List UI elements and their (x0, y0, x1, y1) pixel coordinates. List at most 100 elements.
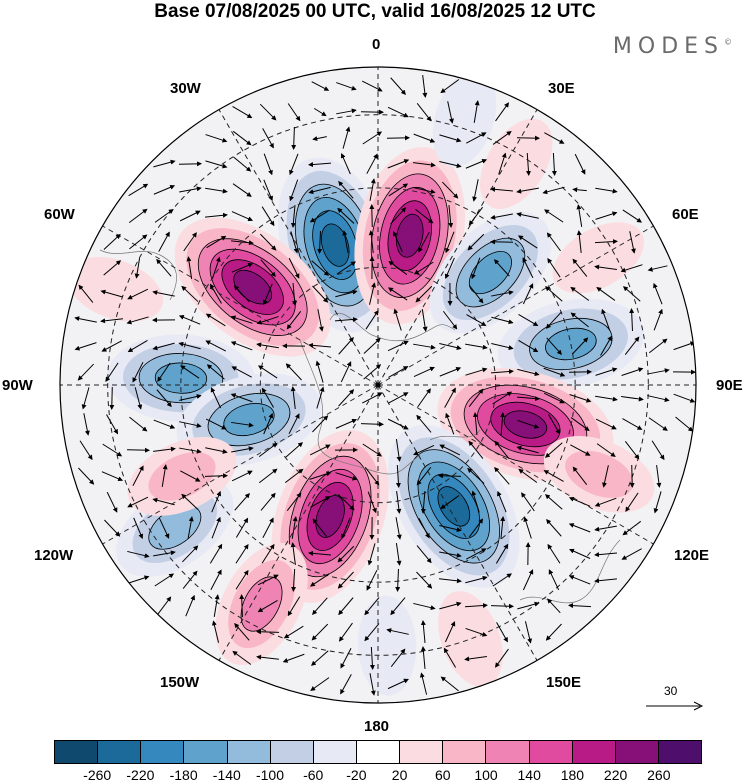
wind-arrow (211, 256, 221, 279)
wind-arrow (100, 289, 123, 298)
wind-arrow (472, 412, 478, 436)
colorbar-label: -20 (346, 767, 367, 783)
wind-arrow (152, 497, 175, 506)
wind-arrow (336, 261, 356, 275)
wind-arrow (516, 187, 539, 194)
wind-arrow (522, 257, 534, 279)
meridian-line (218, 384, 379, 661)
wind-arrow (156, 258, 172, 277)
wind-arrow (387, 159, 410, 169)
wind-arrow (569, 548, 591, 559)
pole-marker (375, 382, 381, 388)
wind-arrow (388, 392, 409, 404)
wind-arrow (620, 264, 643, 273)
wind-arrow (231, 263, 254, 273)
wind-arrow (362, 443, 383, 457)
wind-arrow (517, 601, 540, 610)
wind-arrow (516, 396, 540, 402)
wind-arrow (500, 412, 506, 436)
wind-arrow (595, 187, 618, 194)
wind-arrow (595, 418, 617, 430)
wind-arrow (390, 648, 406, 667)
wind-arrow (258, 468, 278, 484)
wind-arrow (472, 179, 479, 202)
wind-arrow (625, 492, 639, 512)
wind-arrow (335, 418, 358, 429)
colorbar-swatch (615, 741, 659, 763)
wind-arrow (523, 516, 532, 539)
wind-arrow (491, 316, 514, 325)
anomaly-contour (432, 70, 497, 168)
wind-arrow (494, 440, 510, 459)
wind-arrow (465, 367, 488, 376)
wind-arrow (395, 568, 401, 592)
wind-arrow (570, 312, 589, 328)
wind-arrow (417, 388, 431, 408)
wind-arrow (233, 285, 250, 303)
anomaly-contour (154, 362, 208, 394)
wind-arrow (106, 491, 118, 513)
wind-arrow (233, 156, 252, 172)
wind-arrow (600, 335, 612, 356)
wind-arrow (310, 496, 331, 508)
wind-arrow (232, 130, 252, 146)
wind-arrow (179, 447, 202, 454)
wind-arrow (656, 465, 662, 488)
positive-anomaly (67, 256, 164, 322)
lon-label-30e: 30E (548, 80, 575, 97)
wind-arrow (290, 542, 296, 565)
wind-arrow (127, 550, 150, 559)
wind-arrow (543, 367, 566, 377)
wind-arrow (234, 492, 250, 511)
wind-arrow (621, 395, 644, 402)
wind-arrow (653, 491, 662, 514)
wind-arrow (444, 257, 455, 280)
wind-arrow (230, 341, 253, 351)
wind-arrow (496, 622, 508, 643)
wind-arrow (157, 362, 171, 382)
wind-arrow (492, 391, 513, 405)
wind-arrow (471, 257, 481, 280)
wind-arrow (568, 496, 591, 507)
wind-arrow (444, 621, 456, 643)
wind-arrow (74, 316, 97, 323)
wind-arrow (213, 594, 220, 617)
wind-arrow (263, 153, 273, 176)
positive-anomaly (543, 436, 655, 513)
wind-arrow (260, 492, 276, 511)
wind-arrow (366, 153, 378, 174)
colorbar-swatch (141, 741, 185, 763)
anomaly-contour (565, 450, 634, 498)
lon-label-120w: 120W (34, 547, 74, 564)
wind-arrow (439, 551, 462, 558)
wind-arrow (342, 230, 349, 253)
wind-arrow (178, 161, 202, 167)
colorbar-label: 140 (517, 767, 541, 783)
wind-arrow (312, 597, 328, 615)
wind-arrow (179, 186, 202, 193)
wind-arrow (286, 492, 302, 511)
colorbar-label: 260 (647, 767, 671, 783)
wind-arrow (622, 418, 643, 430)
wind-arrow (230, 393, 253, 403)
wind-arrow (205, 447, 228, 454)
anomaly-contour (503, 410, 548, 439)
colorbar-label: -100 (255, 767, 285, 783)
wind-arrow (493, 259, 510, 277)
wind-arrow (153, 159, 176, 168)
wind-arrow (342, 126, 351, 149)
graticule (60, 67, 696, 703)
wind-arrow (256, 342, 279, 349)
wind-arrow (364, 623, 380, 642)
wind-arrow (231, 366, 252, 378)
wind-arrow (543, 470, 564, 482)
reference-vector-value: 30 (664, 684, 678, 698)
colorbar-label: 20 (391, 767, 408, 783)
wind-arrow (134, 258, 141, 279)
wind-arrow (128, 208, 148, 224)
wind-arrow (364, 597, 380, 616)
wind-arrow (312, 415, 329, 433)
wind-arrow (83, 413, 90, 436)
wind-arrow (257, 600, 278, 613)
colorbar-label: 100 (474, 767, 498, 783)
